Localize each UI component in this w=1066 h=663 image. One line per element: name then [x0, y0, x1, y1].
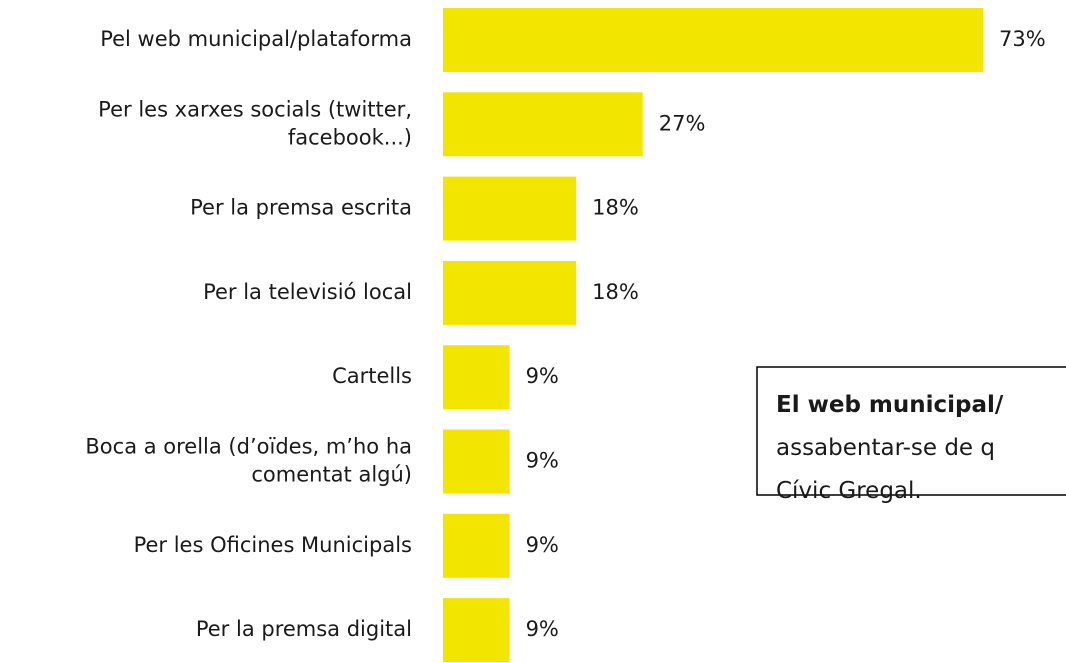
value-label: 73% — [999, 27, 1046, 51]
annotation-box — [756, 366, 1066, 496]
category-label: Pel web municipal/plataforma — [100, 27, 412, 51]
category-label: Boca a orella (d’oïdes, m’ho ha comentat … — [85, 435, 412, 487]
bar — [443, 513, 510, 578]
value-label: 27% — [659, 111, 706, 135]
category-label: Per les Oficines Municipals — [134, 533, 412, 557]
bar — [443, 260, 577, 325]
value-label: 18% — [592, 280, 639, 304]
value-label: 9% — [526, 533, 559, 557]
annotation-line: assabentar-se de q — [776, 435, 995, 461]
bar — [443, 92, 643, 157]
value-label: 9% — [526, 449, 559, 473]
bar — [443, 176, 577, 241]
category-label: Per la televisió local — [203, 280, 412, 304]
bar — [443, 429, 510, 494]
category-label: Cartells — [332, 364, 412, 388]
value-label: 9% — [526, 617, 559, 641]
value-label: 18% — [592, 196, 639, 220]
annotation-line: Cívic Gregal. — [776, 478, 922, 504]
value-label: 9% — [526, 364, 559, 388]
bar — [443, 598, 510, 663]
annotation-line: El web municipal/ — [776, 392, 1004, 418]
category-label: Per les xarxes socials (twitter, facebook… — [98, 97, 412, 149]
bar — [443, 8, 983, 72]
bar — [443, 345, 510, 410]
category-label: Per la premsa digital — [196, 617, 412, 641]
category-label: Per la premsa escrita — [190, 196, 412, 220]
